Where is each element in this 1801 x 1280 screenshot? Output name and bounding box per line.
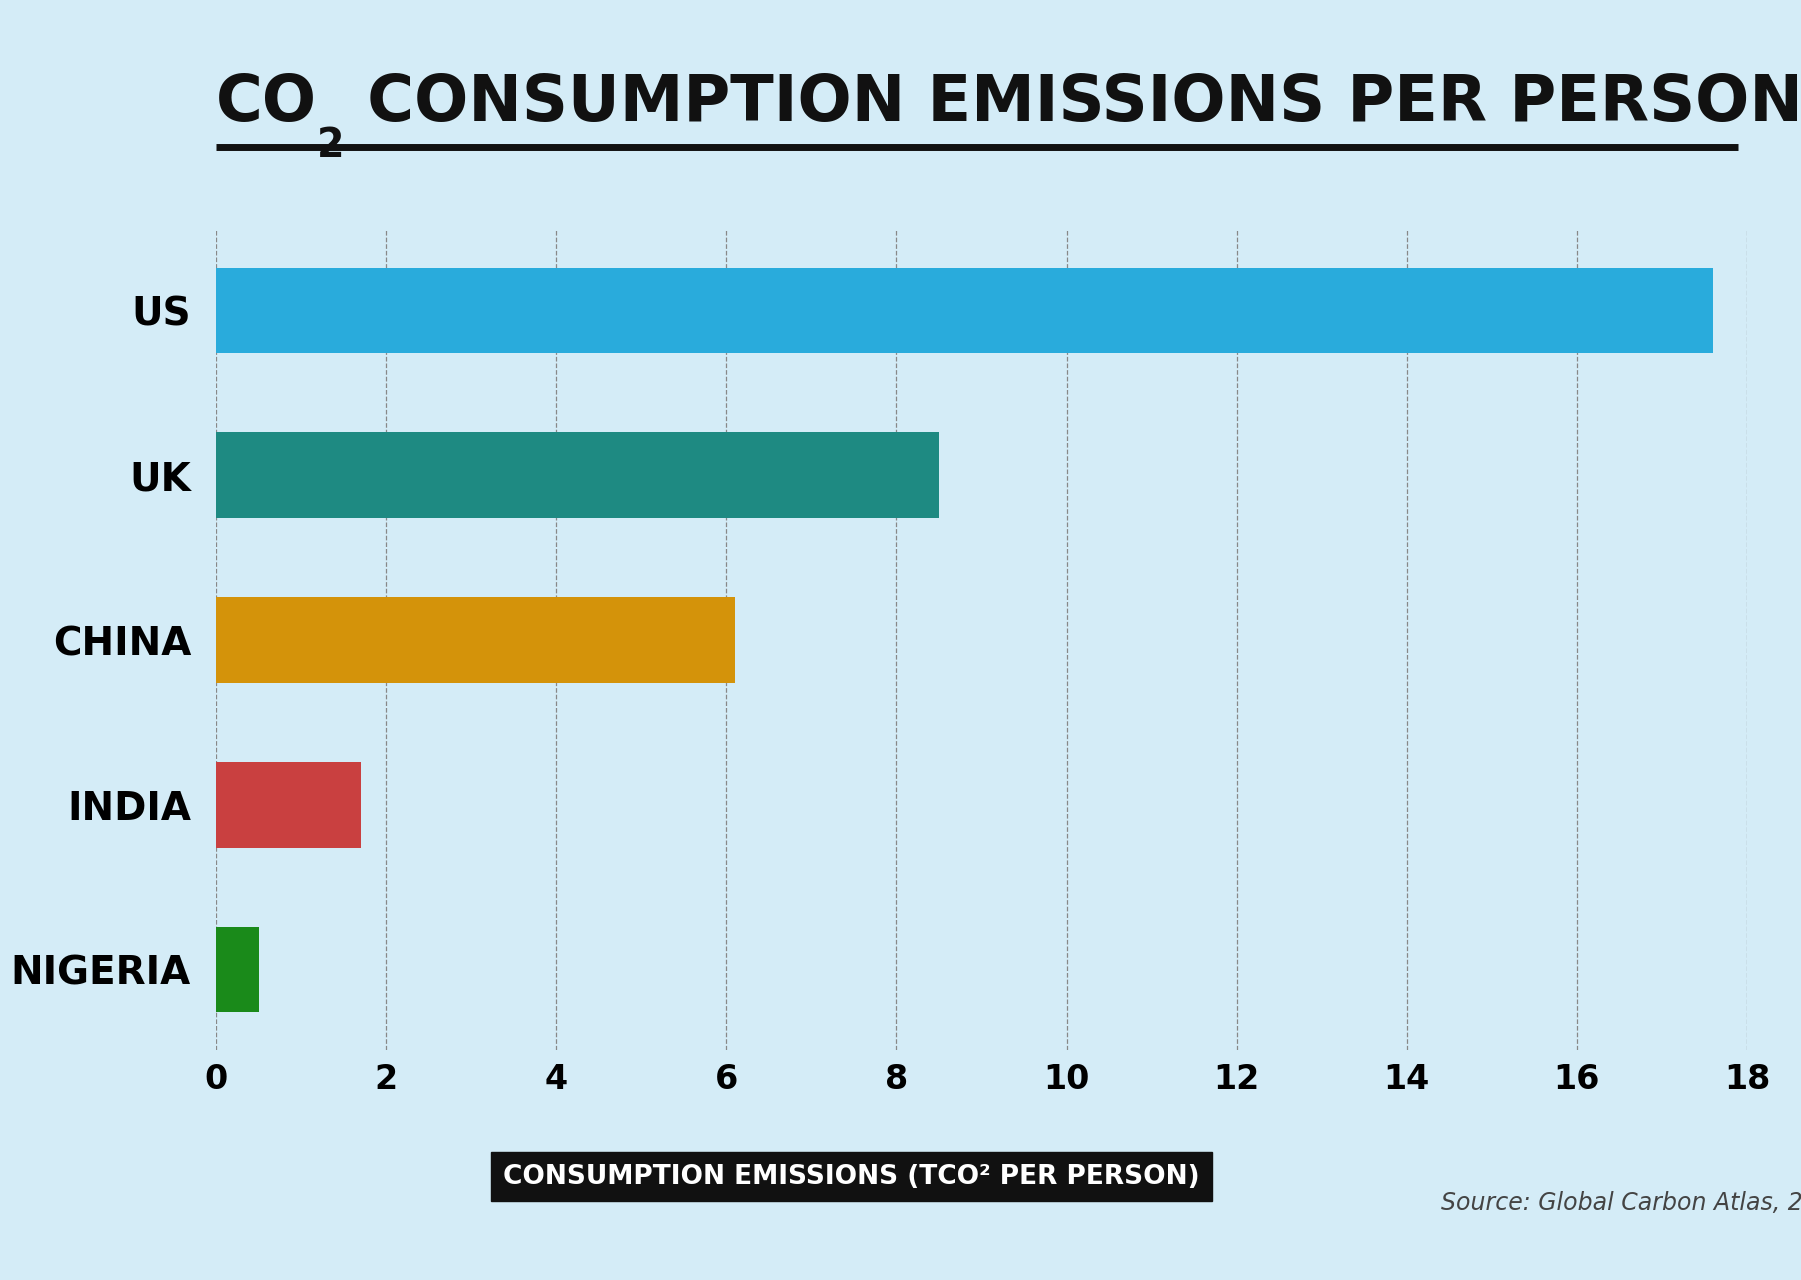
Text: 2: 2: [317, 127, 344, 166]
Text: CO: CO: [216, 73, 317, 134]
Bar: [216, 268, 1713, 353]
Text: CONSUMPTION EMISSIONS (TCO² PER PERSON): CONSUMPTION EMISSIONS (TCO² PER PERSON): [502, 1164, 1199, 1189]
Bar: [216, 762, 360, 847]
Bar: [216, 927, 259, 1012]
Text: CONSUMPTION EMISSIONS PER PERSON, 2017: CONSUMPTION EMISSIONS PER PERSON, 2017: [344, 73, 1801, 134]
Bar: [216, 598, 735, 682]
Text: Source: Global Carbon Atlas, 2020: Source: Global Carbon Atlas, 2020: [1441, 1190, 1801, 1215]
Bar: [216, 433, 938, 518]
